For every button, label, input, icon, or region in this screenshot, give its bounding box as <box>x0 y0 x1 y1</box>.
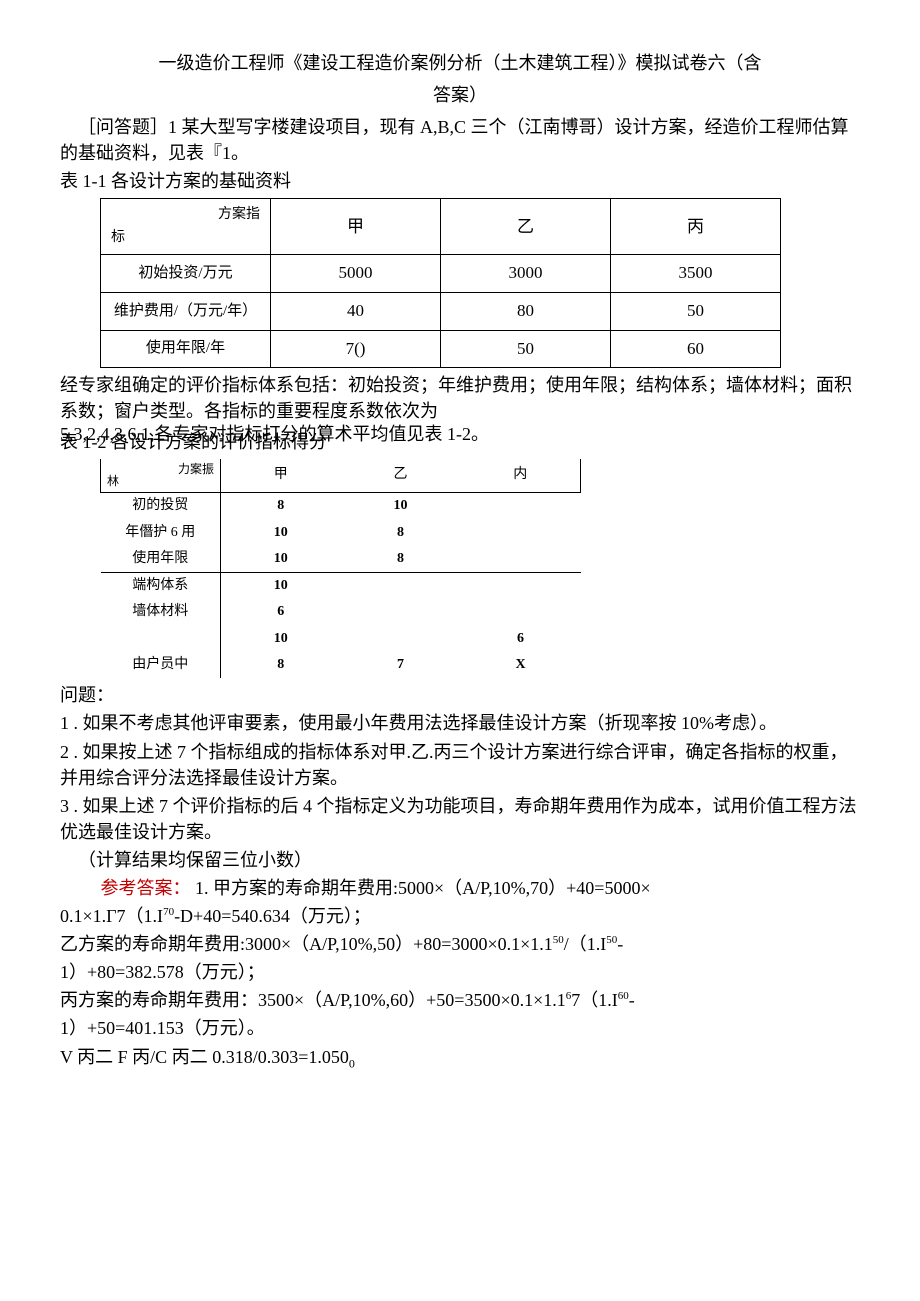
ans1a-text: 1. 甲方案的寿命期年费用:5000×（A/P,10%,70）+40=5000× <box>195 878 651 898</box>
t2-cell: X <box>461 652 581 678</box>
questions-label: 问题： <box>60 682 860 708</box>
t1-cell: 50 <box>611 293 781 331</box>
t2-cell <box>461 599 581 625</box>
t1-col-header: 甲 <box>271 199 441 255</box>
ans2a-prefix: 乙方案的寿命期年费用:3000×（A/P,10%,50）+80=3000×0.1… <box>60 934 553 954</box>
t2-cell: 10 <box>221 573 341 600</box>
ans2a-end: - <box>617 934 623 954</box>
t2-header-corner: 力案振林 <box>101 459 221 493</box>
para2a: 经专家组确定的评价指标体系包括：初始投资；年维护费用；使用年限；结构体系；墙体材… <box>60 372 860 424</box>
ans4-sub: 0 <box>349 1056 355 1070</box>
ans1b-suffix: -D+40=540.634（万元）； <box>174 906 371 926</box>
para2b-overlap: 5,3,2,4,3,6,1,各专家对指标打分的算术平均值见表 1-2。 <box>60 424 489 444</box>
t2-cell: 7 <box>341 652 461 678</box>
table2-caption: 5,3,2,4,3,6,1,各专家对指标打分的算术平均值见表 1-2。 <box>60 421 860 447</box>
ans1b-prefix: 0.1×1.Γ7（1.I <box>60 906 163 926</box>
ans3a-end: - <box>629 990 635 1010</box>
t2-cell <box>461 546 581 573</box>
t1-col-header: 丙 <box>611 199 781 255</box>
t2-row-label: 端构体系 <box>101 573 221 600</box>
t2-row-label: 年僭护 6 用 <box>101 520 221 546</box>
t1-cell: 3500 <box>611 255 781 293</box>
t2-row-label <box>101 626 221 652</box>
t2-cell: 10 <box>221 626 341 652</box>
answer-line-3b: 1）+50=401.153（万元）。 <box>60 1015 860 1041</box>
t1-cell: 80 <box>441 293 611 331</box>
t1-row-label: 使用年限/年 <box>101 330 271 368</box>
doc-title-line2: 答案） <box>60 82 860 108</box>
table-2: 力案振林甲乙内初的投贸810年僭护 6 用108使用年限108端构体系10墙体材… <box>100 459 581 679</box>
t2-cell: 6 <box>221 599 341 625</box>
t2-col-header: 乙 <box>341 459 461 493</box>
answer-line-2a: 乙方案的寿命期年费用:3000×（A/P,10%,50）+80=3000×0.1… <box>60 931 860 957</box>
ans3a-sup2: 60 <box>618 990 629 1002</box>
ans2a-sup: 50 <box>553 934 564 946</box>
t1-cell: 40 <box>271 293 441 331</box>
t2-col-header: 甲 <box>221 459 341 493</box>
question-3: 3 . 如果上述 7 个评价指标的后 4 个指标定义为功能项目，寿命期年费用作为… <box>60 793 860 845</box>
answer-label: 参考答案： <box>101 878 191 898</box>
t1-cell: 7() <box>271 330 441 368</box>
ans2a-mid: /（1.I <box>564 934 607 954</box>
answer-line-4: V 丙二 F 丙/C 丙二 0.318/0.303=1.0500 <box>60 1044 860 1073</box>
ans2a-sup2: 50 <box>606 934 617 946</box>
ans3a-mid: 7（1.I <box>571 990 618 1010</box>
t2-cell: 8 <box>341 520 461 546</box>
table-1: 方案指标甲乙丙初始投资/万元500030003500 维护费用/（万元/年）408… <box>100 198 781 368</box>
doc-title-line1: 一级造价工程师《建设工程造价案例分析（土木建筑工程）》模拟试卷六（含 <box>60 50 860 76</box>
intro-paragraph: ［问答题］1 某大型写字楼建设项目，现有 A,B,C 三个（江南博哥）设计方案，… <box>60 114 860 166</box>
t2-row-label: 墙体材料 <box>101 599 221 625</box>
answer-line-1a: 参考答案： 1. 甲方案的寿命期年费用:5000×（A/P,10%,70）+40… <box>60 875 860 901</box>
t1-header-corner: 方案指标 <box>101 199 271 255</box>
question-2: 2 . 如果按上述 7 个指标组成的指标体系对甲.乙.丙三个设计方案进行综合评审… <box>60 739 860 791</box>
t2-cell: 8 <box>221 652 341 678</box>
t2-col-header: 内 <box>461 459 581 493</box>
t2-row-label: 初的投贸 <box>101 493 221 520</box>
t2-cell <box>461 493 581 520</box>
t2-cell <box>461 573 581 600</box>
t2-cell: 10 <box>221 546 341 573</box>
t2-cell: 10 <box>341 493 461 520</box>
t1-cell: 5000 <box>271 255 441 293</box>
t2-cell: 8 <box>341 546 461 573</box>
t1-row-label: 维护费用/（万元/年） <box>101 293 271 331</box>
t2-cell <box>341 626 461 652</box>
ans4-prefix: V 丙二 F 丙/C 丙二 0.318/0.303=1.050 <box>60 1047 349 1067</box>
question-1: 1 . 如果不考虑其他评审要素，使用最小年费用法选择最佳设计方案（折现率按 10… <box>60 710 860 736</box>
calc-note: （计算结果均保留三位小数） <box>60 847 860 873</box>
answer-line-3a: 丙方案的寿命期年费用：3500×（A/P,10%,60）+50=3500×0.1… <box>60 987 860 1013</box>
answer-line-2b: 1）+80=382.578（万元）； <box>60 959 860 985</box>
t1-cell: 3000 <box>441 255 611 293</box>
answer-line-1b: 0.1×1.Γ7（1.I70-D+40=540.634（万元）； <box>60 903 860 929</box>
t2-cell: 10 <box>221 520 341 546</box>
t2-row-label: 使用年限 <box>101 546 221 573</box>
table1-caption: 表 1-1 各设计方案的基础资料 <box>60 168 860 194</box>
t1-cell: 60 <box>611 330 781 368</box>
t2-cell <box>341 599 461 625</box>
t1-cell: 50 <box>441 330 611 368</box>
t2-cell <box>461 520 581 546</box>
t1-col-header: 乙 <box>441 199 611 255</box>
t2-row-label: 由户员中 <box>101 652 221 678</box>
t2-cell <box>341 573 461 600</box>
t1-row-label: 初始投资/万元 <box>101 255 271 293</box>
t2-cell: 8 <box>221 493 341 520</box>
t2-cell: 6 <box>461 626 581 652</box>
ans3a-prefix: 丙方案的寿命期年费用：3500×（A/P,10%,60）+50=3500×0.1… <box>60 990 566 1010</box>
ans1b-sup: 70 <box>163 906 174 918</box>
